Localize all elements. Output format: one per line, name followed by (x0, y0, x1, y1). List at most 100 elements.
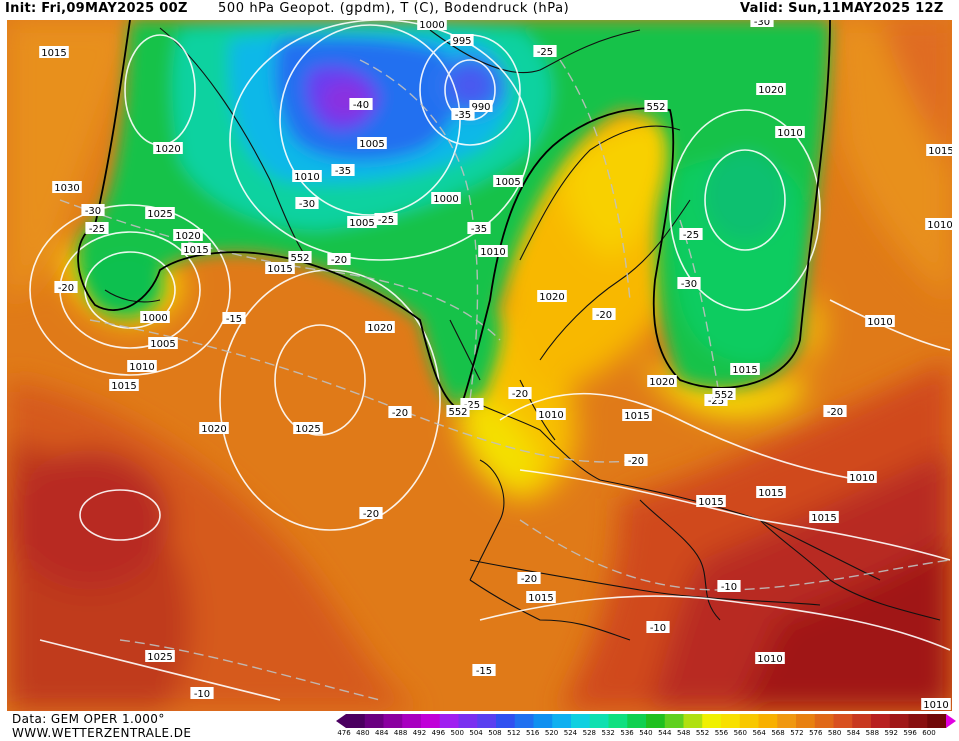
geopotential-label-text: 552 (646, 102, 665, 113)
temperature-label: -10 (717, 580, 741, 593)
isobar-label-text: 1020 (649, 377, 674, 388)
isobar-label-text: 1005 (495, 177, 520, 188)
temperature-label: -20 (517, 572, 541, 585)
colorbar-swatch (608, 714, 628, 728)
colorbar-swatch (758, 714, 778, 728)
temperature-label-text: -25 (683, 230, 699, 241)
isobar-label-text: 1015 (624, 411, 649, 422)
temperature-label-text: -20 (827, 407, 843, 418)
isobar-label-box (145, 650, 175, 662)
isobar-label-text: 1010 (757, 654, 782, 665)
temperature-label-box (374, 213, 398, 225)
isobar-label-box (696, 495, 726, 507)
isobar-label: 1015 (730, 363, 760, 376)
temperature-label: -20 (592, 308, 616, 321)
temperature-label-text: -35 (471, 224, 487, 235)
temperature-label: -20 (388, 406, 412, 419)
isobar-label-box (756, 83, 786, 95)
isobar-label: 1010 (478, 245, 508, 258)
temperature-labels: -40 -35 -35 -30 -25 -35 -20 -25 -30 -30 -25 -20 -15 -… (54, 20, 847, 700)
isobar-label: 1010 (775, 126, 805, 139)
colorbar-swatch (589, 714, 609, 728)
temperature-label-box (624, 454, 648, 466)
colorbar-swatch (533, 714, 553, 728)
isobar-label-box (537, 290, 567, 302)
temperature-label: -35 (467, 222, 491, 235)
isobar-labels: 1015102010301025102010151015100010051010… (39, 20, 952, 711)
colorbar-tick-label: 560 (733, 729, 747, 737)
temperature-label: -20 (624, 454, 648, 467)
colorbar-tick-label: 568 (771, 729, 785, 737)
colorbar-tick-label: 556 (714, 729, 729, 737)
geopotential-label: 552 (446, 405, 470, 418)
isobar-label-text: 1025 (147, 209, 172, 220)
isobar-label: 1015 (926, 144, 952, 157)
temperature-label-box (508, 387, 532, 399)
isobar-label-box (775, 126, 805, 138)
colorbar-tick-label: 512 (507, 729, 521, 737)
isobar-label: 1010 (292, 170, 322, 183)
isobar-label-box (181, 243, 211, 255)
temperature-label-text: -30 (85, 206, 101, 217)
temperature-label-box (54, 281, 78, 293)
temperature-label-box (517, 572, 541, 584)
colorbar-tick-label: 552 (695, 729, 710, 737)
temperature-label: -20 (54, 281, 78, 294)
isobar-label-box (809, 511, 839, 523)
isobar-label-text: 1015 (111, 381, 136, 392)
isobar-label-box (730, 363, 760, 375)
temperature-label: -30 (750, 20, 774, 28)
isobar-label: 990 (469, 100, 493, 113)
isobar-label-box (431, 192, 461, 204)
isobar-label: 1020 (173, 229, 203, 242)
temperature-label-text: -20 (628, 456, 644, 467)
isobar-label: 1015 (109, 379, 139, 392)
isobar-label-text: 1020 (155, 144, 180, 155)
geopotential-label-box (712, 388, 736, 400)
isobar-label: 1000 (140, 311, 170, 324)
isobar-label: 1015 (265, 262, 295, 275)
colorbar-swatch (383, 714, 403, 728)
colorbar-swatch (346, 714, 366, 728)
temperature-label-text: -25 (89, 224, 105, 235)
colorbar-swatch (796, 714, 816, 728)
colorbar-tick-label: 592 (884, 729, 898, 737)
isobar-label-text: 1015 (928, 146, 952, 157)
temperature-label-text: -20 (331, 255, 347, 266)
isobar-label-text: 1015 (698, 497, 723, 508)
colorbar-swatch (833, 714, 853, 728)
colorbar-swatch (739, 714, 759, 728)
isobar-label-text: 1000 (433, 194, 458, 205)
temperature-label: -35 (451, 108, 475, 121)
colorbar-tick-label: 588 (865, 729, 880, 737)
isobar-label-box (145, 207, 175, 219)
weather-map-canvas: 1015102010301025102010151015100010051010… (7, 20, 952, 711)
init-time: Init: Fri,09MAY2025 00Z (5, 1, 188, 16)
temperature-label-box (359, 507, 383, 519)
temperature-label-text: -15 (226, 314, 242, 325)
colorbar-swatch (439, 714, 459, 728)
isobar-lines (29, 20, 951, 701)
isobar-label-box (265, 262, 295, 274)
isobar-label: 1005 (347, 216, 377, 229)
valid-time: Valid: Sun,11MAY2025 12Z (740, 1, 944, 16)
isobar-label: 1010 (865, 315, 895, 328)
colorbar-tick-label: 572 (790, 729, 804, 737)
geopotential-552-line (77, 20, 831, 412)
isobar-label-text: 1015 (183, 245, 208, 256)
colorbar-tick-label: 476 (337, 729, 351, 737)
colorbar-tick-label: 480 (356, 729, 370, 737)
temperature-label-text: -20 (596, 310, 612, 321)
temperature-label-box (750, 20, 774, 27)
isobar-label-box (478, 245, 508, 257)
temperature-label-text: -30 (754, 20, 770, 28)
temperature-label-text: -30 (299, 199, 315, 210)
isobar-label-text: 1010 (294, 172, 319, 183)
isobar-label: 1010 (847, 471, 877, 484)
temperature-label: -25 (679, 228, 703, 241)
temperature-label: -20 (359, 507, 383, 520)
colorbar-tick-label: 548 (676, 729, 691, 737)
temperature-label-box (472, 664, 496, 676)
colorbar-tick-label: 580 (827, 729, 842, 737)
colorbar-swatch (871, 714, 891, 728)
